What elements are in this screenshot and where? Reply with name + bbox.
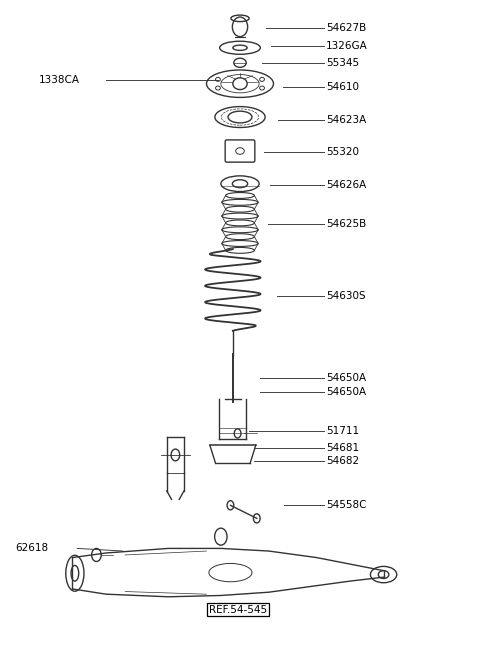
Text: 62618: 62618 (15, 544, 48, 553)
Text: 54650A: 54650A (326, 386, 366, 396)
Text: 54610: 54610 (326, 82, 359, 92)
Text: 54650A: 54650A (326, 373, 366, 383)
Text: 54626A: 54626A (326, 180, 366, 190)
Text: 54625B: 54625B (326, 219, 366, 229)
Text: REF.54-545: REF.54-545 (209, 605, 267, 615)
Text: 54623A: 54623A (326, 115, 366, 124)
Text: 54558C: 54558C (326, 500, 367, 510)
Text: 51711: 51711 (326, 426, 359, 436)
Text: 54627B: 54627B (326, 23, 366, 33)
Text: 54682: 54682 (326, 457, 359, 466)
Text: 55320: 55320 (326, 147, 359, 157)
Text: 54681: 54681 (326, 443, 359, 453)
Text: 1338CA: 1338CA (39, 75, 80, 85)
Text: 1326GA: 1326GA (326, 41, 368, 52)
Text: 54630S: 54630S (326, 291, 366, 301)
Text: 55345: 55345 (326, 58, 359, 67)
